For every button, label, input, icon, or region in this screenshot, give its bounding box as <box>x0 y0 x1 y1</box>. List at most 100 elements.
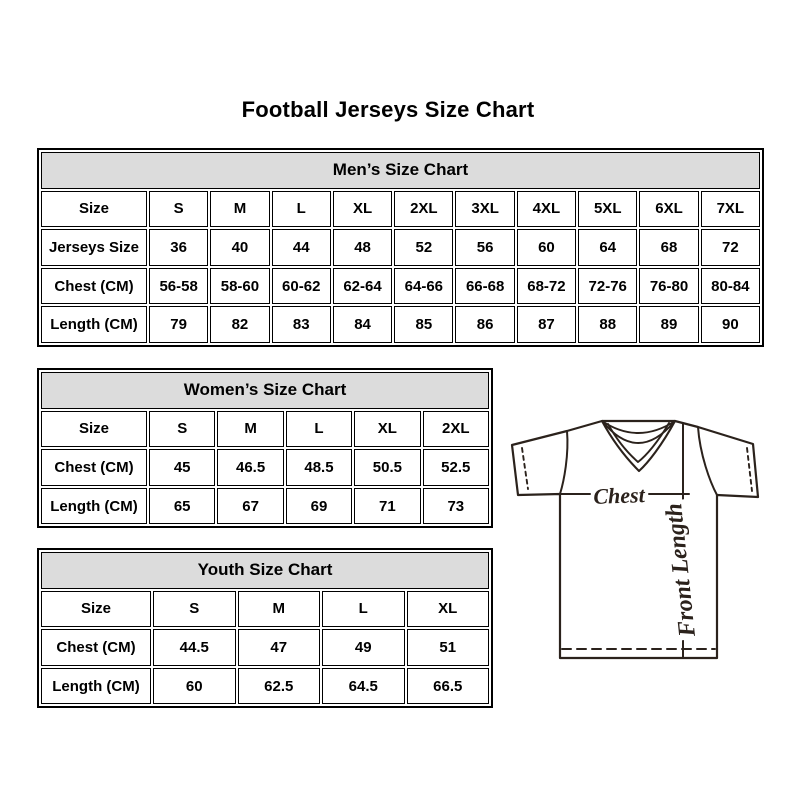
table-row: Chest (CM) 45 46.5 48.5 50.5 52.5 <box>41 449 489 486</box>
cell: 51 <box>406 629 489 666</box>
cell: 79 <box>149 306 209 343</box>
left-cuff-stitch-line <box>521 447 529 490</box>
cell: 76-80 <box>639 267 699 305</box>
cell: 66.5 <box>406 667 489 705</box>
table-title: Women’s Size Chart <box>41 372 489 409</box>
womens-size-table: Women’s Size Chart Size S M L XL 2XL Chest (CM)… <box>37 368 493 529</box>
youth-size-table: Youth Size Chart Size S M L XL Chest (CM) 44.5 4… <box>37 548 493 709</box>
cell: 64-66 <box>394 267 454 305</box>
jersey-measurement-diagram: Front Length Chest <box>510 419 760 660</box>
row-label: Jerseys Size <box>41 229 147 266</box>
table-row: Length (CM) 60 62.5 64.5 66.5 <box>41 667 489 705</box>
cell: 64.5 <box>322 667 405 705</box>
column-header: 3XL <box>455 190 515 228</box>
front-length-label-backing <box>661 499 702 641</box>
column-header: M <box>217 410 284 448</box>
column-header: XL <box>332 190 393 228</box>
cell: 45 <box>149 449 216 486</box>
cell: 60 <box>153 667 236 705</box>
right-armhole-seam <box>697 426 718 496</box>
column-header-row: Size S M L XL 2XL 3XL 4XL 5XL 6XL 7XL <box>41 190 760 228</box>
table-row: Length (CM) 65 67 69 71 73 <box>41 487 489 525</box>
cell: 60-62 <box>271 267 331 305</box>
cell: 52 <box>394 229 454 266</box>
page-title: Football Jerseys Size Chart <box>241 97 535 122</box>
cell: 58-60 <box>210 267 270 305</box>
row-label: Chest (CM) <box>41 629 151 666</box>
column-header: M <box>237 590 320 628</box>
table-title: Men’s Size Chart <box>41 152 760 189</box>
table-row: Length (CM) 79 82 83 84 85 86 87 88 89 90 <box>41 306 760 343</box>
row-header-label: Size <box>41 190 147 228</box>
row-label: Length (CM) <box>41 306 147 343</box>
cell: 71 <box>354 487 421 525</box>
cell: 46.5 <box>217 449 284 486</box>
column-header: 6XL <box>639 190 699 228</box>
cell: 67 <box>217 487 284 525</box>
cell: 66-68 <box>455 267 515 305</box>
cell: 65 <box>149 487 216 525</box>
column-header: S <box>149 410 216 448</box>
column-header: L <box>271 190 331 228</box>
cell: 82 <box>210 306 270 343</box>
right-cuff-stitch-line <box>746 447 753 492</box>
column-header: S <box>149 190 209 228</box>
jersey-outline-shape <box>510 419 760 660</box>
chest-label: Chest <box>593 482 646 509</box>
cell: 72 <box>700 229 760 266</box>
table-header-row: Women’s Size Chart <box>41 372 489 409</box>
row-label: Length (CM) <box>41 487 147 525</box>
column-header: 2XL <box>394 190 454 228</box>
column-header: XL <box>406 590 489 628</box>
column-header: 4XL <box>516 190 577 228</box>
table-header-row: Youth Size Chart <box>41 552 489 589</box>
table-row: Chest (CM) 44.5 47 49 51 <box>41 629 489 666</box>
table-row: Jerseys Size 36 40 44 48 52 56 60 64 68 72 <box>41 229 760 266</box>
column-header: L <box>285 410 353 448</box>
v-neck-collar <box>600 419 677 473</box>
cell: 47 <box>237 629 320 666</box>
cell: 90 <box>700 306 760 343</box>
column-header: 5XL <box>578 190 638 228</box>
cell: 80-84 <box>700 267 760 305</box>
cell: 62-64 <box>332 267 393 305</box>
cell: 48 <box>332 229 393 266</box>
cell: 50.5 <box>354 449 421 486</box>
row-header-label: Size <box>41 410 147 448</box>
cell: 88 <box>578 306 638 343</box>
column-header-row: Size S M L XL <box>41 590 489 628</box>
column-header: M <box>210 190 270 228</box>
cell: 44.5 <box>153 629 236 666</box>
row-label: Chest (CM) <box>41 267 147 305</box>
left-armhole-seam <box>559 430 569 495</box>
cell: 56 <box>455 229 515 266</box>
mens-size-table: Men’s Size Chart Size S M L XL 2XL 3XL 4XL 5XL 6XL… <box>37 148 764 347</box>
cell: 52.5 <box>422 449 489 486</box>
table-title: Youth Size Chart <box>41 552 489 589</box>
row-label: Length (CM) <box>41 667 151 705</box>
table-header-row: Men’s Size Chart <box>41 152 760 189</box>
cell: 48.5 <box>285 449 353 486</box>
cell: 72-76 <box>578 267 638 305</box>
table-row: Chest (CM) 56-58 58-60 60-62 62-64 64-66 66-68… <box>41 267 760 305</box>
row-header-label: Size <box>41 590 151 628</box>
column-header: L <box>322 590 405 628</box>
cell: 64 <box>578 229 638 266</box>
cell: 44 <box>271 229 331 266</box>
cell: 85 <box>394 306 454 343</box>
cell: 68-72 <box>516 267 577 305</box>
cell: 49 <box>322 629 405 666</box>
cell: 87 <box>516 306 577 343</box>
cell: 36 <box>149 229 209 266</box>
column-header-row: Size S M L XL 2XL <box>41 410 489 448</box>
row-label: Chest (CM) <box>41 449 147 486</box>
cell: 40 <box>210 229 270 266</box>
cell: 62.5 <box>237 667 320 705</box>
column-header: 2XL <box>422 410 489 448</box>
column-header: 7XL <box>700 190 760 228</box>
cell: 89 <box>639 306 699 343</box>
cell: 56-58 <box>149 267 209 305</box>
cell: 73 <box>422 487 489 525</box>
cell: 60 <box>516 229 577 266</box>
